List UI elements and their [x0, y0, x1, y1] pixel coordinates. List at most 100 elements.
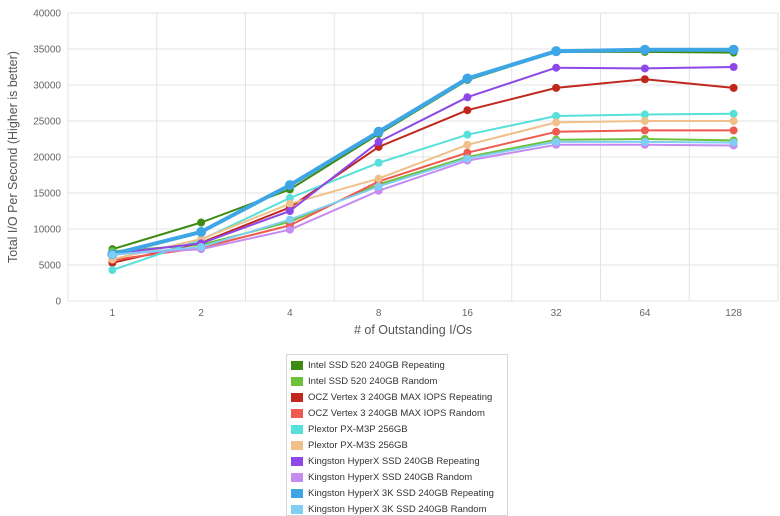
data-point [374, 174, 383, 183]
data-point [640, 117, 649, 125]
legend-label: Intel SSD 520 240GB Repeating [308, 359, 445, 371]
legend-label: OCZ Vertex 3 240GB MAX IOPS Repeating [308, 391, 493, 403]
y-tick-label: 30000 [33, 81, 61, 92]
data-point [551, 46, 562, 57]
data-point [197, 243, 206, 251]
data-point [728, 44, 739, 55]
data-point [552, 137, 561, 146]
legend-label: Plextor PX-M3S 256GB [308, 439, 408, 451]
legend-item: Intel SSD 520 240GB Random [291, 373, 503, 389]
data-point [108, 250, 117, 259]
data-point [285, 215, 294, 224]
data-point [463, 130, 472, 139]
series-line [111, 78, 735, 264]
x-axis-title: # of Outstanding I/Os [354, 323, 472, 337]
legend-item: Kingston HyperX SSD 240GB Random [291, 469, 503, 485]
data-point [552, 111, 561, 120]
data-point [374, 137, 383, 146]
data-point [640, 126, 649, 135]
data-point [463, 140, 472, 149]
series-line [111, 66, 735, 255]
legend-label: Kingston HyperX 3K SSD 240GB Random [308, 503, 487, 515]
legend-label: Intel SSD 520 240GB Random [308, 375, 438, 387]
series-line [111, 143, 735, 256]
x-tick-label: 2 [198, 308, 204, 319]
legend-swatch [291, 440, 303, 450]
legend-swatch [291, 392, 303, 402]
data-point [463, 106, 472, 115]
series-line [111, 129, 735, 261]
data-point [729, 109, 738, 118]
chart-legend: Intel SSD 520 240GB Repeating Intel SSD 5… [286, 354, 508, 516]
legend-swatch [291, 456, 303, 466]
data-point [729, 63, 738, 71]
data-point [640, 110, 649, 119]
data-point [640, 64, 649, 73]
x-tick-label: 16 [462, 308, 474, 319]
data-point [552, 127, 561, 136]
line-chart: 0 5000 10000 15000 20000 25000 30000 35000 40000… [6, 9, 779, 337]
data-point [197, 218, 206, 227]
y-tick-label: 35000 [33, 45, 61, 56]
data-point [285, 225, 294, 234]
data-point [729, 83, 738, 92]
legend-item: OCZ Vertex 3 240GB MAX IOPS Random [291, 405, 503, 421]
legend-item: OCZ Vertex 3 240GB MAX IOPS Repeating [291, 389, 503, 405]
data-point [552, 63, 561, 72]
y-tick-label: 20000 [33, 153, 61, 164]
data-point [552, 118, 561, 127]
y-tick-label: 5000 [39, 261, 62, 272]
data-point [285, 199, 294, 208]
x-tick-label: 4 [287, 308, 293, 319]
data-point [463, 93, 472, 102]
legend-item: Kingston HyperX 3K SSD 240GB Repeating [291, 485, 503, 501]
series-line [111, 120, 735, 261]
data-point [108, 266, 117, 275]
data-point [729, 117, 738, 125]
x-tick-label: 64 [639, 308, 651, 319]
legend-swatch [291, 376, 303, 386]
x-tick-label: 32 [551, 308, 563, 319]
y-axis-title: Total I/O Per Second (Higher is better) [6, 51, 20, 263]
data-point [285, 207, 294, 215]
legend-label: Kingston HyperX SSD 240GB Random [308, 471, 473, 483]
data-point [729, 138, 738, 147]
legend-swatch [291, 472, 303, 482]
legend-label: Kingston HyperX SSD 240GB Repeating [308, 455, 480, 467]
legend-label: OCZ Vertex 3 240GB MAX IOPS Random [308, 407, 485, 419]
data-point [374, 182, 383, 191]
y-tick-label: 40000 [33, 9, 61, 20]
data-point [285, 194, 294, 203]
data-point [373, 126, 384, 137]
legend-swatch [291, 408, 303, 418]
series-line [110, 47, 736, 257]
legend-label: Plextor PX-M3P 256GB [308, 423, 408, 435]
legend-swatch [291, 360, 303, 370]
legend-swatch [291, 504, 303, 514]
data-point [552, 83, 561, 92]
data-point [640, 137, 649, 146]
legend-swatch [291, 488, 303, 498]
data-point [639, 44, 650, 55]
data-point [729, 126, 738, 135]
legend-swatch [291, 424, 303, 434]
data-point [463, 154, 472, 163]
data-point [374, 158, 383, 167]
legend-item: Plextor PX-M3P 256GB [291, 421, 503, 437]
data-point [284, 180, 295, 191]
legend-item: Kingston HyperX 3K SSD 240GB Random [291, 501, 503, 515]
x-tick-label: 8 [376, 308, 382, 319]
legend-item: Intel SSD 520 240GB Repeating [291, 357, 503, 373]
data-point [196, 226, 207, 237]
legend-item: Plextor PX-M3S 256GB [291, 437, 503, 453]
x-tick-label: 128 [725, 308, 742, 319]
legend-label: Kingston HyperX 3K SSD 240GB Repeating [308, 487, 494, 499]
data-point [462, 73, 473, 84]
data-point [640, 75, 649, 84]
y-tick-label: 0 [55, 297, 61, 308]
y-tick-label: 25000 [33, 117, 61, 128]
series-line [111, 138, 735, 253]
data-point [463, 148, 472, 157]
series-line [111, 140, 735, 256]
x-tick-label: 1 [110, 308, 116, 319]
